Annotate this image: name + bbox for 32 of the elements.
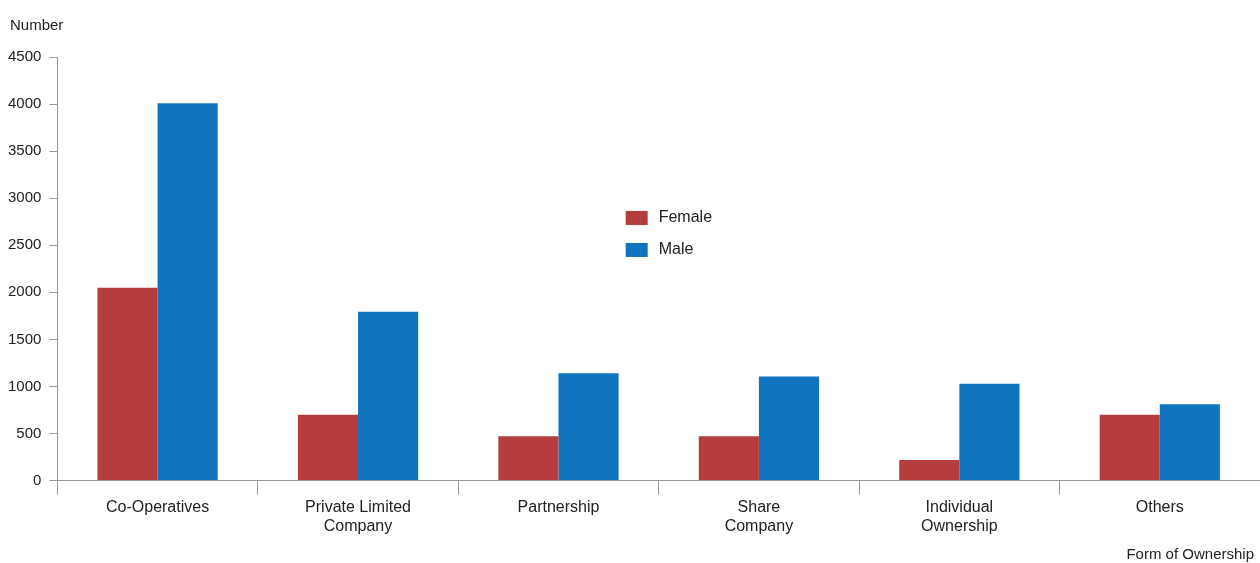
bar bbox=[157, 103, 218, 481]
y-tick-label: 0 bbox=[33, 470, 42, 488]
y-tick-label: 2000 bbox=[7, 282, 42, 300]
y-tick-label: 2500 bbox=[7, 235, 42, 253]
bar bbox=[358, 311, 419, 481]
x-tick-label: Partnership bbox=[517, 497, 600, 515]
bar bbox=[758, 376, 820, 481]
bar bbox=[899, 459, 960, 481]
y-tick-label: 1500 bbox=[7, 329, 42, 347]
bar bbox=[959, 383, 1020, 481]
legend-label: Female bbox=[658, 208, 713, 226]
bar bbox=[297, 414, 359, 481]
bar bbox=[498, 436, 559, 481]
x-tick-label: Others bbox=[1135, 497, 1184, 515]
y-tick-label: 500 bbox=[16, 423, 42, 441]
bar bbox=[1099, 414, 1160, 481]
y-axis-title: Number bbox=[10, 16, 64, 34]
y-tick-label: 1000 bbox=[7, 376, 42, 394]
y-tick-label: 4500 bbox=[7, 47, 42, 65]
bar bbox=[558, 373, 619, 481]
x-tick-label: Share Company bbox=[724, 497, 794, 534]
y-tick-label: 4000 bbox=[7, 94, 42, 112]
x-tick-label: Co-Operatives bbox=[106, 497, 210, 515]
bar bbox=[698, 436, 759, 481]
legend-label: Male bbox=[658, 240, 694, 258]
x-axis-title: Form of Ownership bbox=[1126, 545, 1254, 563]
y-tick-label: 3000 bbox=[7, 188, 42, 206]
x-tick-label: Individual Ownership bbox=[921, 497, 998, 534]
x-tick-label: Private Limited Company bbox=[305, 497, 411, 534]
bar bbox=[1159, 404, 1220, 481]
bar bbox=[97, 287, 158, 481]
y-tick-label: 3500 bbox=[7, 141, 42, 159]
